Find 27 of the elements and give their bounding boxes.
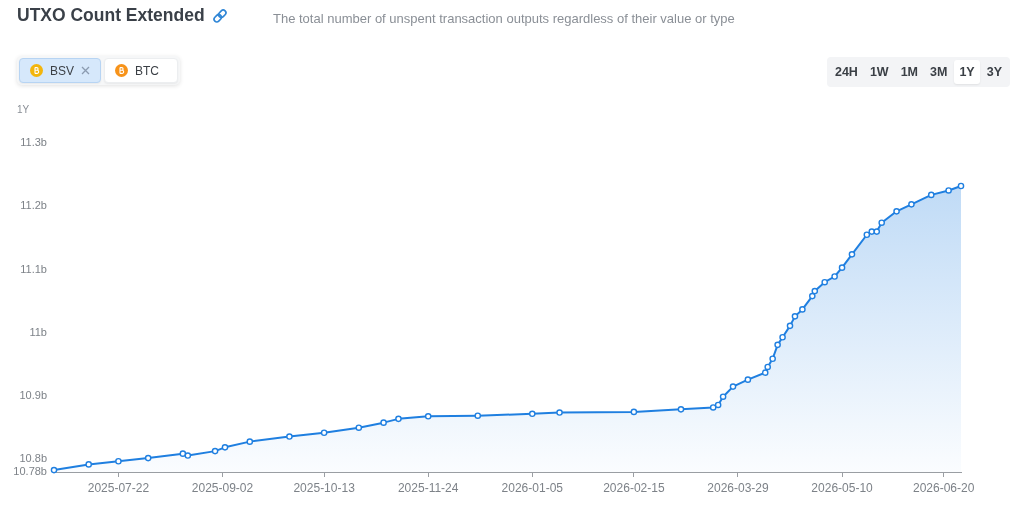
- time-range-label: 1W: [869, 65, 889, 79]
- x-tick-label: 2025-10-13: [293, 480, 356, 495]
- x-tick-label: 2025-07-22: [87, 480, 150, 495]
- y-tick-label: 11.3b: [20, 136, 47, 149]
- chart-subtitle: The total number of unspent transaction outputs regardless of their value or type: [273, 11, 735, 26]
- x-tick-label: 2026-02-15: [603, 480, 665, 495]
- time-range-label: 3Y: [986, 65, 1002, 79]
- y-tick-label: 10.9b: [19, 389, 47, 402]
- time-range-label: 1M: [900, 65, 919, 79]
- x-tick-label: 2026-03-29: [707, 480, 769, 495]
- y-axis-title: 1Y: [17, 104, 30, 115]
- time-range-label: 3M: [930, 65, 948, 79]
- x-tick-label: 2025-11-24: [397, 480, 459, 495]
- chart-title: UTXO Count Extended: [17, 5, 205, 26]
- time-range-label: 24H: [834, 65, 858, 79]
- y-tick-label: 11b: [29, 325, 47, 338]
- x-tick-label: 2026-06-20: [912, 480, 975, 495]
- y-tick-label: 10.78b: [13, 465, 47, 478]
- selected-range-button: 1Y: [954, 60, 980, 84]
- y-tick-label: 10.8b: [19, 452, 47, 465]
- x-tick-label: 2026-05-10: [811, 480, 874, 495]
- x-tick-label: 2025-09-02: [191, 480, 254, 495]
- y-tick-label: 11.1b: [20, 262, 47, 275]
- y-tick-label: 11.2b: [20, 199, 47, 212]
- chip: BTC: [104, 58, 178, 83]
- x-tick-label: 2026-01-05: [501, 480, 564, 495]
- selected-chip: BSV: [19, 58, 101, 83]
